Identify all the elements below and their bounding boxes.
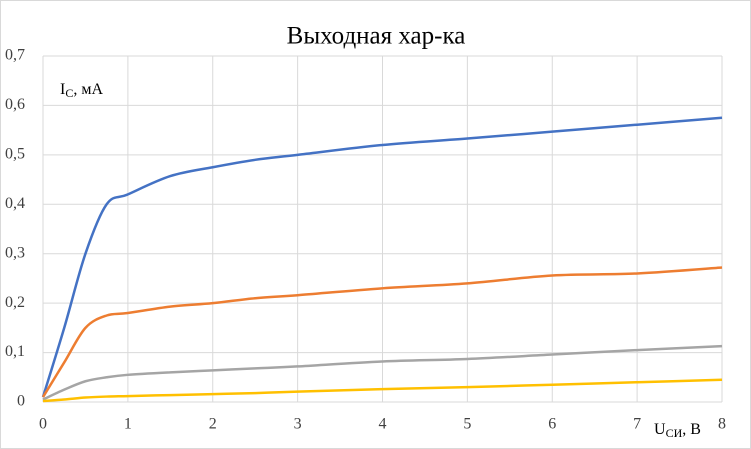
x-tick-label: 0 (39, 416, 47, 433)
x-tick-label: 8 (718, 416, 726, 433)
y-axis-label: IC, мА (60, 81, 103, 100)
chart-title: Выходная хар-ка (287, 23, 466, 50)
y-tick-label: 0,6 (5, 96, 25, 113)
y-tick-label: 0,5 (5, 146, 25, 163)
series-line (41, 116, 723, 398)
x-tick-label: 3 (294, 416, 302, 433)
x-tick-label: 1 (124, 416, 132, 433)
y-tick-label: 0,1 (5, 343, 25, 360)
y-tick-label: 0,7 (5, 47, 25, 64)
y-tick-label: 0,2 (5, 294, 25, 311)
series-line (42, 378, 723, 403)
x-tick-label: 4 (379, 416, 387, 433)
x-tick-label: 7 (633, 416, 641, 433)
y-tick-label: 0,4 (5, 195, 25, 212)
x-tick-label: 6 (548, 416, 556, 433)
series-line (42, 344, 723, 401)
series-line (41, 266, 723, 398)
x-axis-label: UСИ, В (654, 421, 701, 440)
x-tick-label: 5 (463, 416, 471, 433)
x-tick-label: 2 (209, 416, 217, 433)
y-tick-label: 0,3 (5, 244, 25, 261)
y-tick-label: 0 (17, 393, 25, 410)
